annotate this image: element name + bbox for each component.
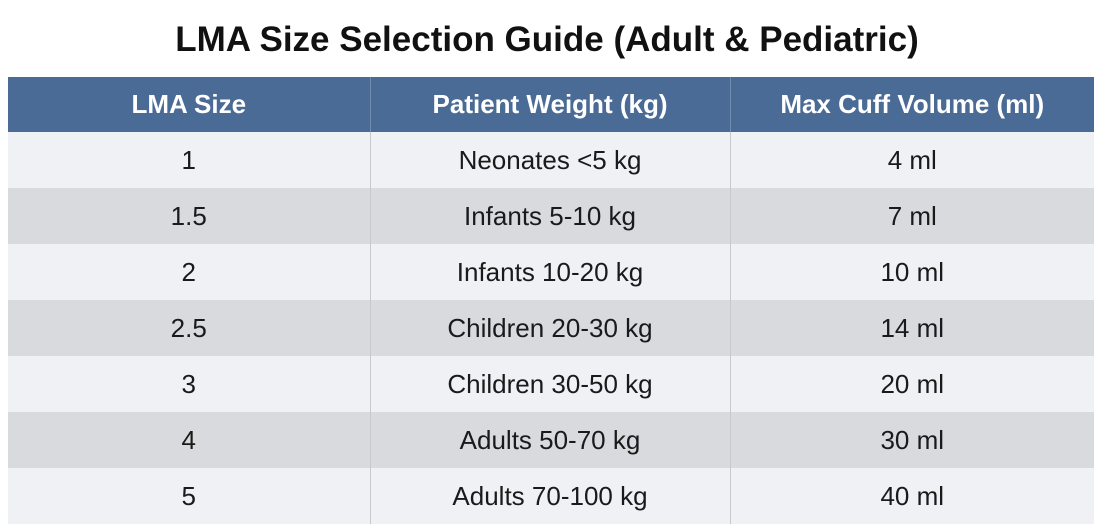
- table-cell: Adults 50-70 kg: [370, 412, 731, 468]
- table-cell: 2: [8, 244, 371, 300]
- table-cell: 2.5: [8, 300, 371, 356]
- table-cell: 1: [8, 132, 371, 188]
- table-cell: 1.5: [8, 188, 371, 244]
- table-cell: Children 30-50 kg: [370, 356, 731, 412]
- table-cell: 10 ml: [730, 244, 1094, 300]
- page-title: LMA Size Selection Guide (Adult & Pediat…: [175, 20, 919, 59]
- table-row: 2 Infants 10-20 kg 10 ml: [8, 244, 1094, 300]
- table-cell: 30 ml: [730, 412, 1094, 468]
- table-cell: 3: [8, 356, 371, 412]
- table-cell: 40 ml: [730, 468, 1094, 524]
- table-row: 1 Neonates <5 kg 4 ml: [8, 132, 1094, 188]
- table-cell: 14 ml: [730, 300, 1094, 356]
- header-cell: Max Cuff Volume (ml): [730, 77, 1094, 132]
- table-row: 1.5 Infants 5-10 kg 7 ml: [8, 188, 1094, 244]
- header-row: LMA Size Patient Weight (kg) Max Cuff Volu…: [8, 77, 1094, 132]
- table-cell: Infants 5-10 kg: [370, 188, 731, 244]
- table-row: 5 Adults 70-100 kg 40 ml: [8, 468, 1094, 524]
- table-row: 3 Children 30-50 kg 20 ml: [8, 356, 1094, 412]
- table-cell: Adults 70-100 kg: [370, 468, 731, 524]
- table-cell: Children 20-30 kg: [370, 300, 731, 356]
- table-cell: 5: [8, 468, 371, 524]
- table-cell: Infants 10-20 kg: [370, 244, 731, 300]
- table-cell: 4: [8, 412, 371, 468]
- table-row: 4 Adults 50-70 kg 30 ml: [8, 412, 1094, 468]
- table-header: LMA Size Patient Weight (kg) Max Cuff Volu…: [8, 77, 1094, 132]
- table-row: 2.5 Children 20-30 kg 14 ml: [8, 300, 1094, 356]
- table-body: 1 Neonates <5 kg 4 ml 1.5 Infants 5-10 kg 7 m…: [8, 132, 1094, 524]
- table-cell: 7 ml: [730, 188, 1094, 244]
- table-cell: Neonates <5 kg: [370, 132, 731, 188]
- table-cell: 20 ml: [730, 356, 1094, 412]
- size-table: LMA Size Patient Weight (kg) Max Cuff Volu…: [8, 77, 1094, 524]
- header-cell: Patient Weight (kg): [370, 77, 731, 132]
- header-cell: LMA Size: [8, 77, 371, 132]
- table-cell: 4 ml: [730, 132, 1094, 188]
